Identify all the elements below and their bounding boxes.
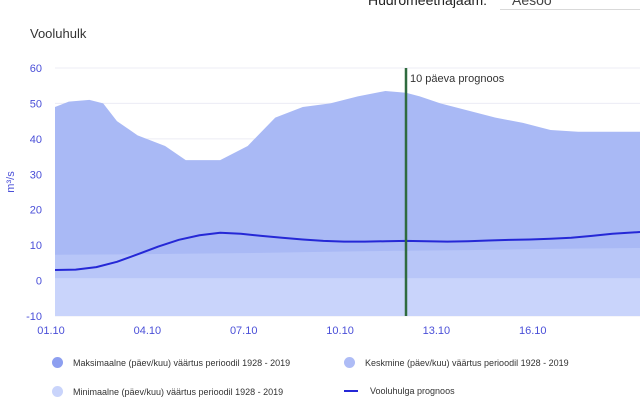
y-tick-label: 30: [30, 169, 42, 181]
y-tick-label: -10: [26, 311, 42, 323]
series-line-forecast: [54, 231, 640, 271]
y-tick-label: 0: [36, 276, 42, 288]
y-tick-label: 50: [30, 98, 42, 110]
x-tick-label: 16.10: [519, 325, 547, 337]
x-tick-label: 04.10: [134, 325, 162, 337]
x-tick-label: 01.10: [37, 325, 65, 337]
y-axis-label: m³/s: [5, 171, 17, 193]
y-tick-label: 40: [30, 134, 42, 146]
station-label: Hüdromeetriajaam:: [368, 0, 488, 8]
y-tick-label: 10: [30, 240, 42, 252]
x-tick-label: 07.10: [230, 325, 258, 337]
station-select[interactable]: Aesoo: [500, 0, 640, 10]
x-tick-label: 13.10: [423, 325, 451, 337]
forecast-marker-label: 10 päeva prognoos: [410, 73, 505, 85]
y-tick-label: 60: [30, 63, 42, 75]
x-tick-label: 10.10: [326, 325, 354, 337]
series-area-min: [55, 278, 640, 316]
y-tick-label: 20: [30, 205, 42, 217]
chart-title: Vooluhulk: [30, 26, 87, 41]
